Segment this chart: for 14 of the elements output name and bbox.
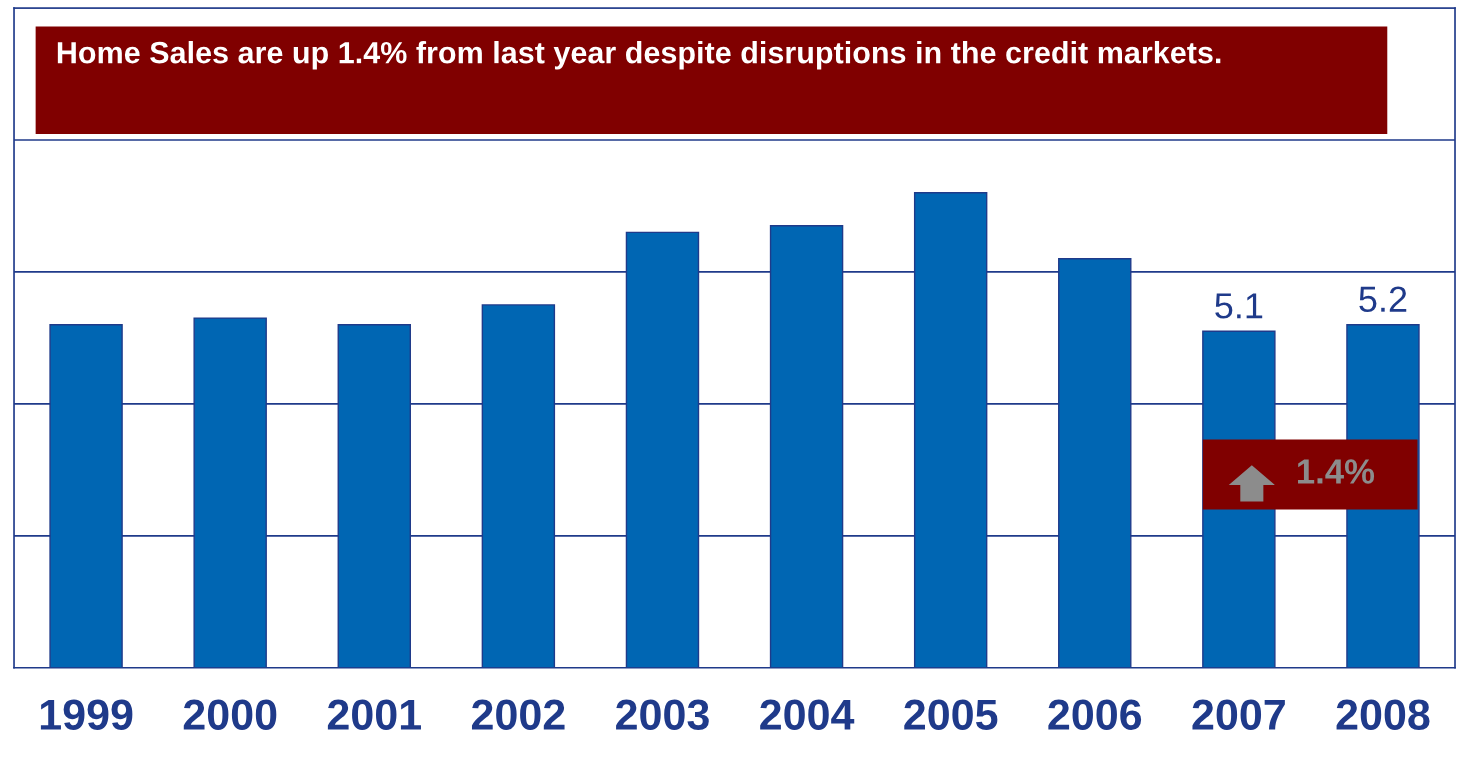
x-tick-label: 2000 [183, 699, 277, 730]
x-tick-label: 2008 [1336, 699, 1430, 730]
annotation: 1.4% [1298, 459, 1375, 484]
x-tick-label: 2002 [471, 699, 565, 730]
text: Home Sales are up 1.4% from last year despite disruptions in the credit markets. [57, 41, 1221, 70]
x-tick-label: 2006 [1048, 699, 1142, 730]
x-tick-label: 2001 [327, 699, 421, 730]
x-tick-label: 2005 [904, 699, 998, 730]
x-tick-label: 2007 [1192, 699, 1285, 730]
x-tick-label: 2003 [616, 699, 709, 731]
data-label: 5.1 [1215, 293, 1263, 319]
x-tick-label: 2004 [760, 699, 855, 730]
x-tick-label: 1999 [40, 699, 133, 730]
data-label: 5.2 [1359, 286, 1407, 313]
